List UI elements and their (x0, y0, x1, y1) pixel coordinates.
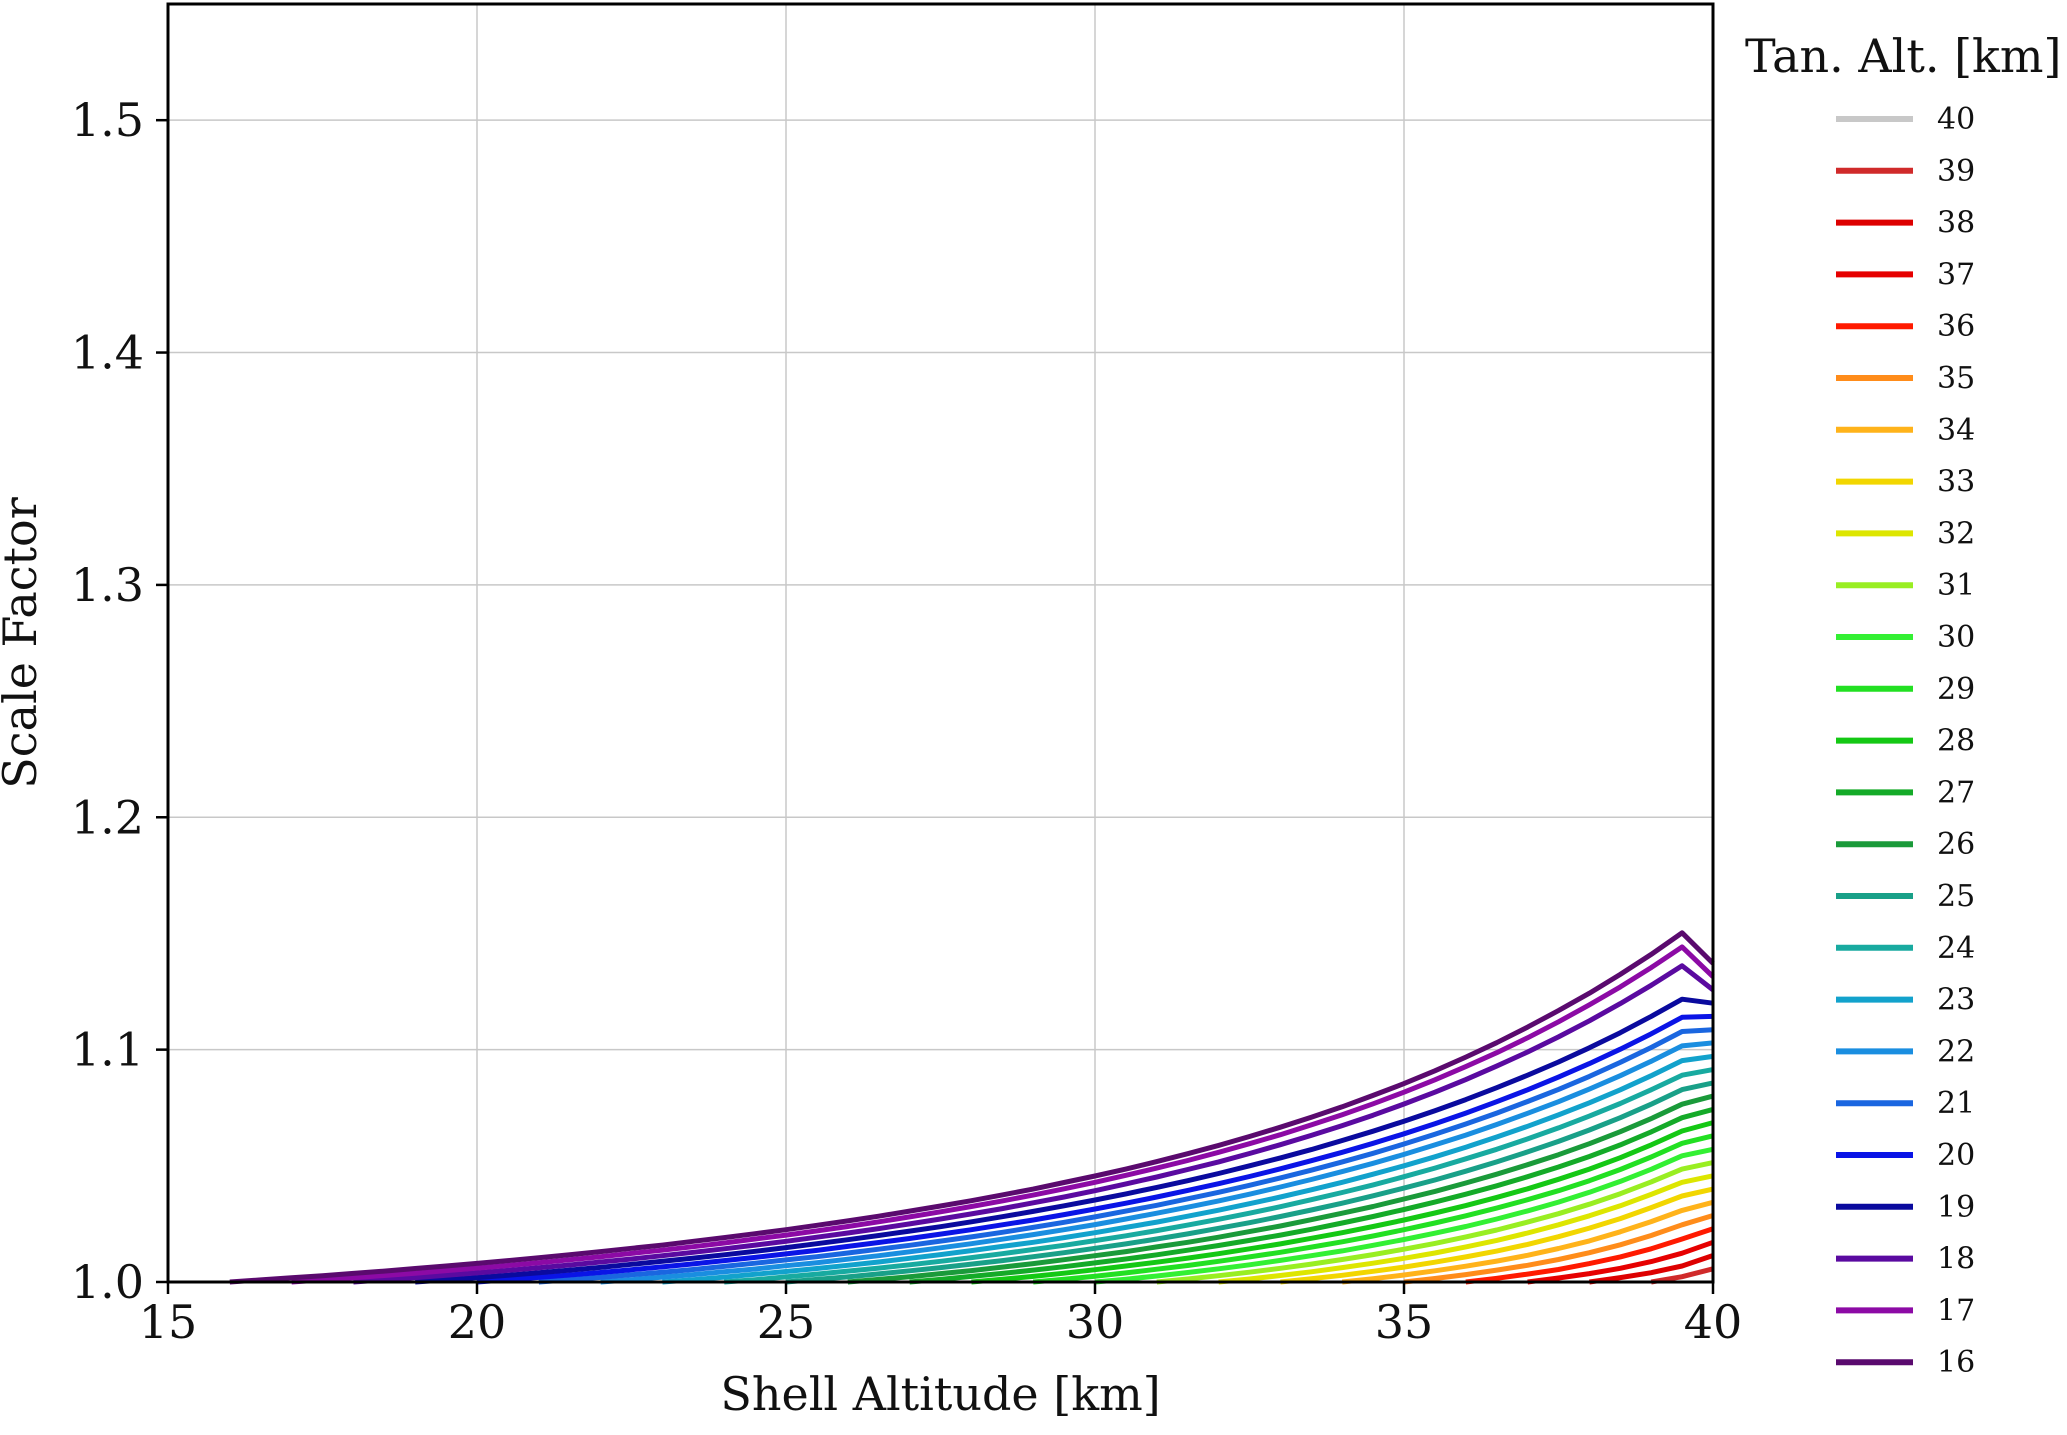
legend-label-35: 35 (1937, 361, 1975, 396)
series-line-39 (1650, 1266, 1714, 1285)
y-tick-label: 1.4 (71, 326, 144, 380)
series-line-37 (1527, 1239, 1714, 1285)
x-tick-label: 15 (139, 1295, 198, 1349)
y-axis-ticks: 1.0 1.1 1.2 1.3 1.4 1.5 (71, 93, 168, 1309)
legend-label-37: 37 (1937, 257, 1975, 292)
legend-label-29: 29 (1937, 672, 1975, 707)
legend-label-33: 33 (1937, 465, 1975, 500)
y-tick-label: 1.3 (71, 558, 144, 612)
x-tick-label: 40 (1684, 1295, 1743, 1349)
series-line-38 (1589, 1253, 1714, 1285)
series-line-30 (1094, 1146, 1714, 1285)
legend-label-19: 19 (1937, 1190, 1975, 1225)
y-tick-label: 1.1 (71, 1023, 144, 1077)
legend: Tan. Alt. [km] 40 39 38 37 36 35 34 33 32 31 30 29 2… (1745, 29, 2061, 1380)
legend-label-23: 23 (1937, 983, 1975, 1018)
legend-label-21: 21 (1937, 1086, 1975, 1121)
series-line-16 (229, 930, 1715, 1285)
series-lines (229, 930, 1715, 1285)
legend-label-32: 32 (1937, 516, 1975, 551)
series-line-36 (1465, 1226, 1714, 1285)
x-axis-ticks: 15 20 25 30 35 40 (139, 1282, 1743, 1349)
legend-label-25: 25 (1937, 879, 1975, 914)
series-line-28 (971, 1120, 1714, 1285)
series-line-19 (415, 996, 1714, 1285)
series-line-34 (1341, 1199, 1714, 1285)
x-tick-label: 25 (757, 1295, 816, 1349)
legend-label-27: 27 (1937, 775, 1975, 810)
legend-label-40: 40 (1937, 102, 1975, 137)
y-tick-label: 1.5 (71, 93, 144, 147)
series-line-21 (538, 1027, 1714, 1285)
x-tick-label: 20 (448, 1295, 507, 1349)
legend-label-34: 34 (1937, 413, 1975, 448)
legend-label-39: 39 (1937, 154, 1975, 189)
legend-label-30: 30 (1937, 620, 1975, 655)
series-line-32 (1218, 1173, 1714, 1285)
grid-lines (167, 4, 1714, 1283)
legend-label-20: 20 (1937, 1138, 1975, 1173)
legend-label-26: 26 (1937, 827, 1975, 862)
x-tick-label: 30 (1066, 1295, 1125, 1349)
series-line-29 (1032, 1133, 1714, 1285)
series-line-23 (662, 1053, 1714, 1285)
y-tick-label: 1.2 (71, 790, 144, 844)
legend-label-17: 17 (1937, 1293, 1975, 1328)
legend-label-16: 16 (1937, 1345, 1975, 1380)
x-axis-label: Shell Altitude [km] (720, 1367, 1160, 1421)
legend-label-28: 28 (1937, 724, 1975, 759)
series-line-24 (724, 1067, 1714, 1285)
legend-label-24: 24 (1937, 931, 1975, 966)
legend-label-31: 31 (1937, 568, 1975, 603)
series-line-31 (1156, 1160, 1714, 1285)
y-tick-label: 1.0 (71, 1255, 144, 1309)
series-line-35 (1403, 1213, 1714, 1285)
y-axis-label: Scale Factor (0, 497, 47, 788)
legend-label-36: 36 (1937, 309, 1975, 344)
legend-label-22: 22 (1937, 1034, 1975, 1069)
series-line-33 (1280, 1186, 1714, 1285)
series-line-20 (476, 1013, 1714, 1285)
series-line-27 (909, 1106, 1714, 1285)
legend-title: Tan. Alt. [km] (1745, 29, 2061, 83)
series-line-18 (353, 963, 1715, 1285)
series-line-25 (785, 1080, 1714, 1285)
series-line-26 (847, 1093, 1714, 1285)
series-line-17 (291, 944, 1715, 1285)
legend-label-18: 18 (1937, 1242, 1975, 1277)
legend-label-38: 38 (1937, 206, 1975, 241)
x-tick-label: 35 (1375, 1295, 1434, 1349)
legend-items: 40 39 38 37 36 35 34 33 32 31 30 29 28 27 26 25 24 23 22 21… (1836, 102, 1975, 1380)
plot-area-frame (166, 2, 1715, 1284)
series-line-22 (600, 1040, 1714, 1285)
